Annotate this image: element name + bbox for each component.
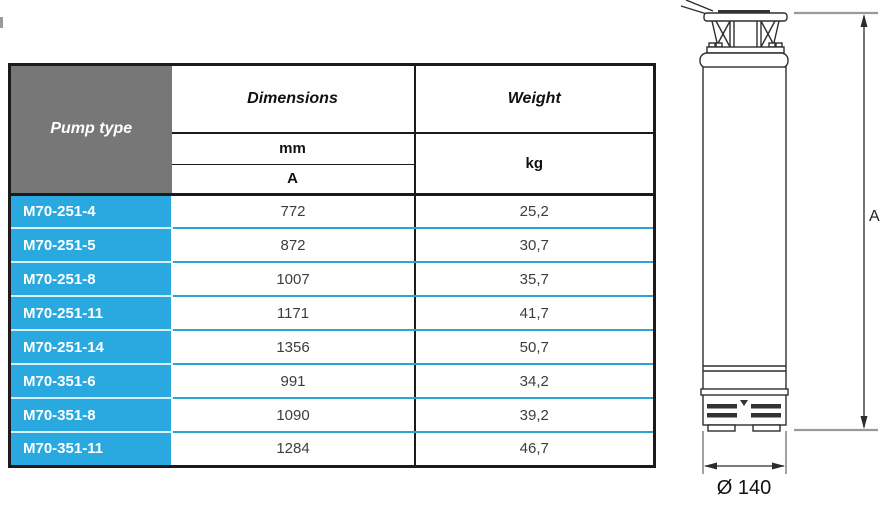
pump-type-cell: M70-351-8 bbox=[9, 398, 173, 433]
strainer-slots bbox=[707, 400, 781, 418]
table-row: M70-351-8 1090 39,2 bbox=[9, 398, 655, 433]
table-header: Pump type Dimensions Weight mm kg A bbox=[9, 64, 655, 196]
pump-type-cell: M70-251-8 bbox=[9, 262, 173, 297]
pump-foot bbox=[707, 424, 736, 432]
weight-kg-value: 41,7 bbox=[413, 296, 655, 331]
screen-edge-artifact bbox=[0, 17, 3, 28]
diameter-dimension: Ø 140 bbox=[702, 431, 787, 499]
pump-type-cell: M70-351-6 bbox=[9, 363, 173, 399]
dimension-a-value: 1171 bbox=[171, 296, 415, 331]
weight-kg-value: 25,2 bbox=[413, 194, 655, 229]
weight-kg-value: 30,7 bbox=[413, 228, 655, 263]
dimension-a-value: 1090 bbox=[171, 398, 415, 433]
pump-type-cell: M70-251-11 bbox=[9, 296, 173, 331]
pump-type-header: Pump type bbox=[9, 64, 172, 196]
motor-cap bbox=[699, 52, 789, 69]
arrow-down-icon bbox=[860, 416, 868, 429]
arrow-right-icon bbox=[772, 462, 785, 470]
table-row: M70-251-5 872 30,7 bbox=[9, 228, 655, 263]
diameter-dim-label: Ø 140 bbox=[717, 477, 771, 499]
arrow-up-icon bbox=[860, 14, 868, 27]
table-row: M70-251-8 1007 35,7 bbox=[9, 262, 655, 297]
dimension-a-value: 872 bbox=[171, 228, 415, 263]
table-row: M70-251-4 772 25,2 bbox=[9, 194, 655, 229]
unit-kg-header: kg bbox=[413, 133, 655, 196]
dimension-a-value: 1007 bbox=[171, 262, 415, 297]
pump-foot bbox=[752, 424, 781, 432]
arrow-left-icon bbox=[704, 462, 717, 470]
dimension-a-value: 1284 bbox=[171, 432, 415, 467]
table-row: M70-251-11 1171 41,7 bbox=[9, 296, 655, 331]
dimension-a-value: 991 bbox=[171, 363, 415, 399]
pump-technical-drawing: A Ø 140 bbox=[680, 0, 891, 500]
table-row: M70-351-6 991 34,2 bbox=[9, 363, 655, 399]
height-dimension: A bbox=[794, 11, 880, 432]
weight-kg-value: 34,2 bbox=[413, 363, 655, 399]
pump-type-cell: M70-251-4 bbox=[9, 194, 173, 229]
pump-type-cell: M70-251-5 bbox=[9, 228, 173, 263]
table-row: M70-351-11 1284 46,7 bbox=[9, 432, 655, 467]
pump-outline bbox=[680, 0, 789, 432]
dimensions-header: Dimensions bbox=[171, 64, 415, 134]
pump-spec-table: Pump type Dimensions Weight mm kg A M70-… bbox=[8, 63, 656, 468]
table-row: M70-251-14 1356 50,7 bbox=[9, 330, 655, 365]
height-dim-label: A bbox=[869, 208, 880, 225]
strainer-collar bbox=[700, 388, 789, 396]
pump-drawing-svg: A Ø 140 bbox=[680, 0, 880, 499]
cable-line bbox=[685, 0, 714, 12]
pump-type-cell: M70-251-14 bbox=[9, 330, 173, 365]
dimension-a-value: 772 bbox=[171, 194, 415, 229]
unit-mm-header: mm bbox=[171, 133, 415, 165]
pump-type-cell: M70-351-11 bbox=[9, 432, 173, 467]
dimension-a-header: A bbox=[171, 164, 415, 196]
top-plate bbox=[703, 12, 788, 22]
dimension-a-value: 1356 bbox=[171, 330, 415, 365]
clamp-band bbox=[706, 46, 785, 54]
weight-kg-value: 35,7 bbox=[413, 262, 655, 297]
cable-guard-bar bbox=[718, 10, 770, 14]
weight-header: Weight bbox=[413, 64, 655, 134]
weight-kg-value: 46,7 bbox=[413, 432, 655, 467]
pump-table-body: M70-251-4 772 25,2 M70-251-5 872 30,7 M70-251-… bbox=[9, 194, 655, 467]
weight-kg-value: 50,7 bbox=[413, 330, 655, 365]
weight-kg-value: 39,2 bbox=[413, 398, 655, 433]
